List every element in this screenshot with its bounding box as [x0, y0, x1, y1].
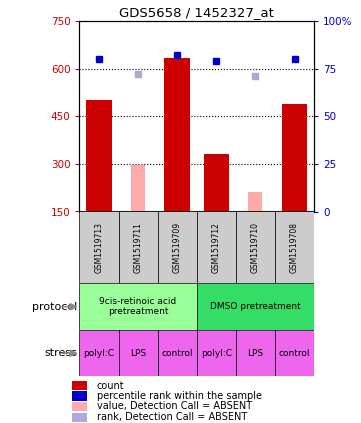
Bar: [118, 212, 158, 283]
Text: GSM1519713: GSM1519713: [95, 222, 104, 273]
Bar: [275, 212, 314, 283]
Text: GSM1519710: GSM1519710: [251, 222, 260, 273]
Text: LPS: LPS: [247, 349, 264, 358]
Text: count: count: [97, 381, 124, 391]
Text: polyI:C: polyI:C: [201, 349, 232, 358]
Title: GDS5658 / 1452327_at: GDS5658 / 1452327_at: [119, 5, 274, 19]
Bar: [72, 401, 87, 411]
Bar: [72, 391, 87, 401]
Bar: [275, 330, 314, 376]
Bar: [165, 58, 190, 212]
Text: DMSO pretreatment: DMSO pretreatment: [210, 302, 301, 311]
Text: rank, Detection Call = ABSENT: rank, Detection Call = ABSENT: [97, 412, 247, 423]
Text: percentile rank within the sample: percentile rank within the sample: [97, 391, 262, 401]
Bar: [236, 330, 275, 376]
Bar: [72, 381, 87, 390]
Bar: [158, 212, 197, 283]
Bar: [204, 154, 229, 212]
Bar: [197, 330, 236, 376]
Bar: [79, 330, 118, 376]
Text: control: control: [161, 349, 193, 358]
Bar: [131, 165, 145, 212]
Text: GSM1519712: GSM1519712: [212, 222, 221, 273]
Bar: [158, 330, 197, 376]
Bar: [282, 104, 307, 212]
Text: protocol: protocol: [32, 302, 77, 312]
Text: 9cis-retinoic acid
pretreatment: 9cis-retinoic acid pretreatment: [100, 297, 177, 316]
Text: stress: stress: [44, 348, 77, 358]
Text: polyI:C: polyI:C: [83, 349, 114, 358]
Text: LPS: LPS: [130, 349, 146, 358]
Bar: [197, 283, 314, 330]
Text: control: control: [279, 349, 310, 358]
Bar: [118, 330, 158, 376]
Text: value, Detection Call = ABSENT: value, Detection Call = ABSENT: [97, 401, 252, 411]
Bar: [79, 212, 118, 283]
Bar: [236, 212, 275, 283]
Bar: [197, 212, 236, 283]
Text: GSM1519711: GSM1519711: [134, 222, 143, 273]
Bar: [79, 283, 197, 330]
Bar: [72, 413, 87, 422]
Text: GSM1519708: GSM1519708: [290, 222, 299, 273]
Text: GSM1519709: GSM1519709: [173, 222, 182, 273]
Bar: [86, 101, 112, 212]
Bar: [248, 192, 262, 212]
